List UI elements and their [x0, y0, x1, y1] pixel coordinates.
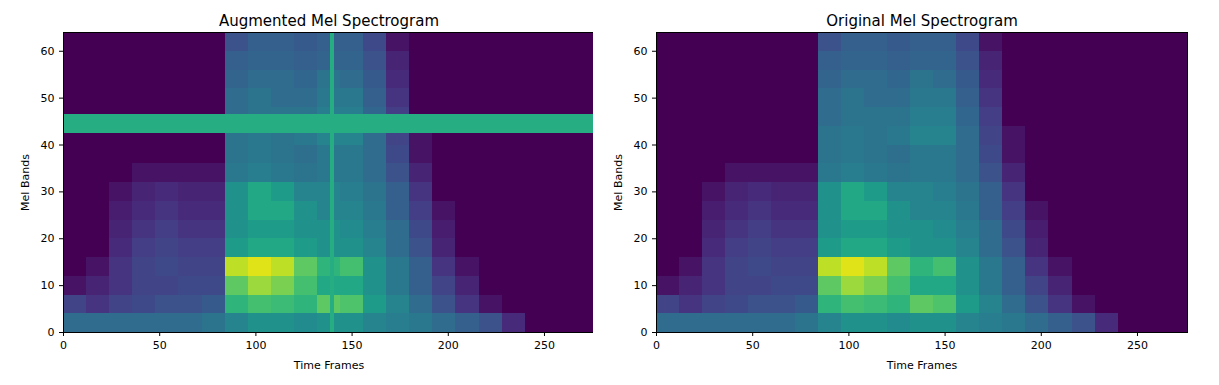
svg-text:Mel Bands: Mel Bands [19, 154, 32, 211]
svg-text:30: 30 [41, 185, 55, 198]
svg-text:250: 250 [534, 339, 555, 352]
svg-text:Augmented Mel Spectrogram: Augmented Mel Spectrogram [219, 12, 439, 30]
svg-text:200: 200 [438, 339, 459, 352]
svg-text:0: 0 [641, 326, 648, 339]
svg-text:0: 0 [48, 326, 55, 339]
svg-text:100: 100 [838, 339, 859, 352]
svg-text:150: 150 [342, 339, 363, 352]
svg-text:Mel Bands: Mel Bands [612, 154, 625, 211]
svg-text:0: 0 [653, 339, 660, 352]
svg-text:30: 30 [634, 185, 648, 198]
svg-text:Time Frames: Time Frames [293, 359, 365, 372]
svg-text:40: 40 [41, 139, 55, 152]
svg-text:20: 20 [634, 232, 648, 245]
svg-text:Original Mel Spectrogram: Original Mel Spectrogram [826, 12, 1017, 30]
svg-text:150: 150 [935, 339, 956, 352]
svg-text:50: 50 [634, 92, 648, 105]
svg-text:10: 10 [634, 279, 648, 292]
svg-text:Time Frames: Time Frames [886, 359, 958, 372]
svg-text:60: 60 [634, 45, 648, 58]
svg-text:50: 50 [153, 339, 167, 352]
svg-text:60: 60 [41, 45, 55, 58]
svg-text:0: 0 [60, 339, 67, 352]
svg-text:100: 100 [245, 339, 266, 352]
svg-text:250: 250 [1127, 339, 1148, 352]
svg-text:20: 20 [41, 232, 55, 245]
svg-text:50: 50 [41, 92, 55, 105]
svg-text:40: 40 [634, 139, 648, 152]
svg-text:10: 10 [41, 279, 55, 292]
svg-text:200: 200 [1031, 339, 1052, 352]
svg-text:50: 50 [746, 339, 760, 352]
